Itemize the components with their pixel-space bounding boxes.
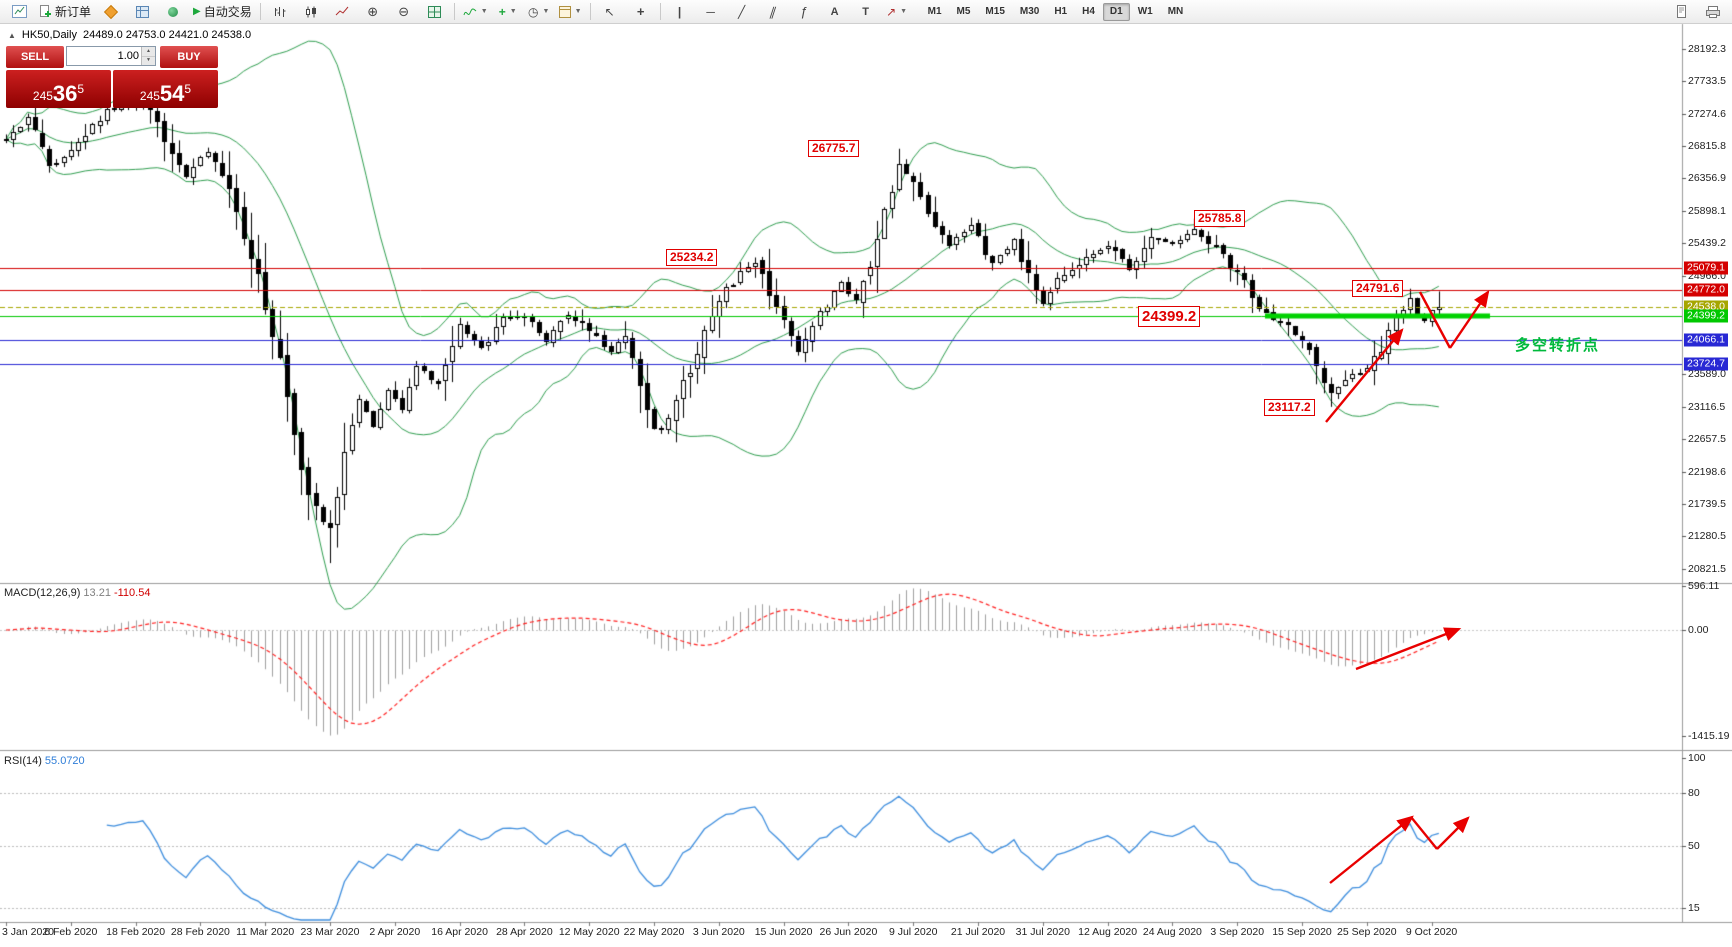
arrows-object-button[interactable]: ↗ ▼ bbox=[882, 1, 912, 23]
timeframe-button-m15[interactable]: M15 bbox=[985, 5, 1005, 17]
chart-symbol-period: HK50,Daily bbox=[21, 29, 77, 41]
new-chart-button[interactable] bbox=[4, 1, 34, 23]
vertical-line-button[interactable]: | bbox=[677, 4, 682, 19]
indicators-button[interactable]: ▼ bbox=[459, 1, 492, 23]
sell-price-sup: 5 bbox=[77, 82, 85, 96]
rsi-value: 55.0720 bbox=[44, 755, 85, 767]
timeframe-button-d1[interactable]: D1 bbox=[1102, 2, 1130, 21]
sell-price-button[interactable]: 245 36 5 bbox=[6, 70, 111, 108]
chart-caption: ▲ HK50,Daily 24489.0 24753.0 24421.0 245… bbox=[8, 29, 251, 41]
price-annotation[interactable]: 23117.2 bbox=[1264, 399, 1315, 416]
timeframe-button-m1[interactable]: M1 bbox=[927, 5, 942, 17]
horizontal-line-button[interactable]: ─ bbox=[706, 4, 715, 19]
zoom-in-button[interactable]: ⊕ bbox=[367, 3, 379, 19]
price-annotation[interactable]: 26775.7 bbox=[808, 140, 860, 157]
chevron-down-icon: ▼ bbox=[509, 8, 517, 15]
templates-button[interactable]: ▼ bbox=[555, 1, 586, 23]
buy-price-sup: 5 bbox=[184, 82, 192, 96]
toolbar-separator bbox=[659, 3, 661, 20]
text-button[interactable]: A bbox=[830, 5, 839, 18]
price-annotation[interactable]: 25785.8 bbox=[1194, 210, 1246, 227]
data-window-button[interactable] bbox=[127, 1, 157, 23]
chevron-down-icon: ▼ bbox=[900, 8, 908, 15]
buy-price-button[interactable]: 245 54 5 bbox=[113, 70, 218, 108]
autotrading-button[interactable]: ▶ 自动交易 bbox=[189, 1, 256, 23]
line-chart-button[interactable] bbox=[327, 1, 357, 23]
one-click-trading-panel: SELL ▲ ▼ BUY 245 36 5 245 54 5 bbox=[6, 46, 218, 108]
timeframe-button-m5[interactable]: M5 bbox=[956, 5, 971, 17]
clock-icon: ◷ bbox=[527, 4, 539, 19]
price-annotation[interactable]: 24399.2 bbox=[1138, 306, 1201, 327]
oneclick-toggle[interactable]: ▲ bbox=[8, 30, 16, 40]
timeframe-button-h4[interactable]: H4 bbox=[1082, 5, 1095, 17]
chevron-down-icon: ▼ bbox=[542, 8, 550, 15]
play-icon: ▶ bbox=[193, 6, 201, 17]
toolbar-separator bbox=[589, 3, 591, 20]
lot-spinner: ▲ ▼ bbox=[141, 47, 155, 65]
sell-button[interactable]: SELL bbox=[6, 46, 64, 68]
price-annotation[interactable]: 24791.6 bbox=[1352, 280, 1404, 297]
timeframe-button-m30[interactable]: M30 bbox=[1019, 5, 1040, 17]
chevron-down-icon: ▼ bbox=[480, 8, 488, 15]
new-order-button[interactable]: 新订单 bbox=[35, 1, 95, 23]
autotrading-label: 自动交易 bbox=[203, 5, 252, 19]
indicator-list-button[interactable]: + ▼ bbox=[498, 4, 517, 19]
cursor-button[interactable]: ↖ bbox=[604, 4, 615, 19]
candlestick-chart-button[interactable] bbox=[296, 1, 326, 23]
channel-button[interactable]: ∥ bbox=[767, 4, 778, 19]
lot-size-input[interactable] bbox=[67, 47, 141, 65]
lot-increase-button[interactable]: ▲ bbox=[142, 47, 155, 57]
new-order-icon bbox=[40, 5, 51, 17]
lot-decrease-button[interactable]: ▼ bbox=[142, 56, 155, 65]
toolbar-separator bbox=[259, 3, 261, 20]
lot-size-field: ▲ ▼ bbox=[66, 46, 156, 66]
buy-button[interactable]: BUY bbox=[160, 46, 218, 68]
new-order-label: 新订单 bbox=[55, 5, 92, 19]
tile-windows-button[interactable] bbox=[420, 1, 450, 23]
rsi-name: RSI(14) bbox=[4, 755, 42, 767]
price-annotation[interactable]: 25234.2 bbox=[666, 249, 718, 266]
buy-price-prefix: 245 bbox=[139, 89, 160, 103]
macd-main-value: 13.21 bbox=[83, 587, 111, 599]
rsi-indicator-label: RSI(14) 55.0720 bbox=[4, 755, 85, 767]
sell-price-prefix: 245 bbox=[32, 89, 53, 103]
label-button[interactable]: T bbox=[862, 5, 869, 18]
timeframe-button-h1[interactable]: H1 bbox=[1054, 5, 1068, 17]
zoom-out-button[interactable]: ⊖ bbox=[398, 3, 410, 19]
trendline-button[interactable]: ╱ bbox=[737, 4, 746, 19]
print-button[interactable] bbox=[1698, 1, 1728, 23]
text-annotation[interactable]: 多空转折点 bbox=[1515, 337, 1601, 354]
timeframe-button-mn[interactable]: MN bbox=[1167, 5, 1184, 17]
crosshair-button[interactable]: + bbox=[636, 4, 645, 19]
timeframe-group: M1 M5 M15 M30 H1 H4 D1 W1 MN bbox=[921, 2, 1191, 21]
toolbar-right-group bbox=[1666, 1, 1728, 23]
chart-ohlc: 24489.0 24753.0 24421.0 24538.0 bbox=[82, 29, 252, 41]
print-preview-button[interactable] bbox=[1666, 1, 1696, 23]
history-center-button[interactable] bbox=[158, 1, 188, 23]
arrow-up-right-icon: ↗ bbox=[886, 4, 897, 19]
chevron-down-icon: ▼ bbox=[574, 8, 582, 15]
periods-button[interactable]: ◷ ▼ bbox=[524, 1, 554, 23]
bar-chart-button[interactable] bbox=[265, 1, 295, 23]
fibonacci-button[interactable]: ƒ bbox=[799, 4, 808, 19]
toolbar-separator bbox=[453, 3, 455, 20]
macd-indicator-label: MACD(12,26,9) 13.21 -110.54 bbox=[4, 587, 150, 599]
main-toolbar: 新订单 ▶ 自动交易 ⊕ ⊖ ▼ + ▼ ◷ ▼ ▼ ↖ + | ─ ╱ ∥ ƒ A … bbox=[0, 0, 1732, 24]
metaquotes-icon[interactable] bbox=[96, 1, 126, 23]
timeframe-button-w1[interactable]: W1 bbox=[1137, 5, 1153, 17]
sell-price-big: 36 bbox=[52, 81, 78, 106]
buy-price-big: 54 bbox=[159, 81, 185, 106]
macd-signal-value: -110.54 bbox=[113, 587, 151, 599]
macd-name: MACD(12,26,9) bbox=[4, 587, 81, 599]
